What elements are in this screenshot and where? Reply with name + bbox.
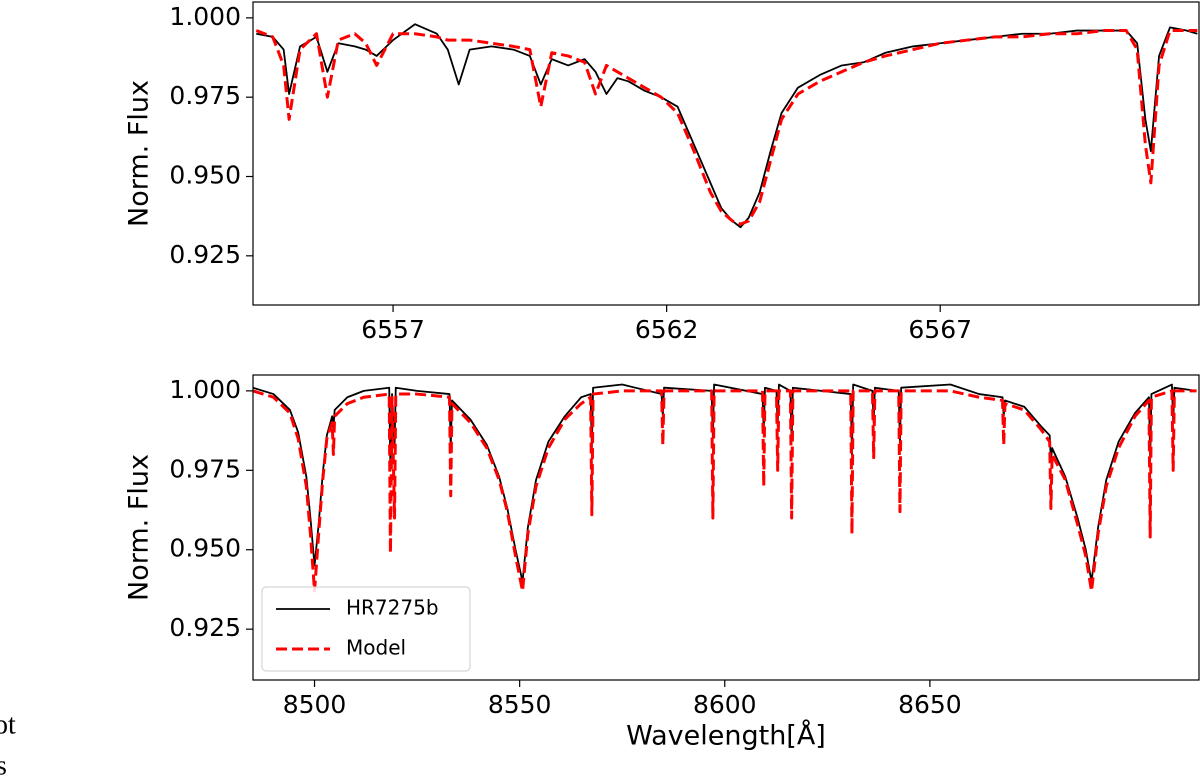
x-tick-label: 8500 — [283, 690, 347, 719]
y-tick-label: 1.000 — [169, 2, 241, 31]
x-tick-label: 6557 — [361, 315, 425, 344]
spectrum-line — [255, 29, 1198, 226]
x-tick-label: 8600 — [693, 690, 757, 719]
y-tick-label: 0.950 — [169, 534, 241, 563]
y-tick-label: 0.950 — [169, 161, 241, 190]
y-axis-label: Norm. Flux — [124, 80, 155, 227]
spectrum-line — [253, 389, 1197, 593]
legend-label: HR7275b — [346, 596, 439, 620]
legend-label: Model — [346, 636, 406, 660]
x-axis-label: Wavelength[Å] — [626, 720, 826, 752]
x-tick-label: 6567 — [908, 315, 972, 344]
y-tick-label: 1.000 — [169, 375, 241, 404]
plot-area — [255, 23, 1198, 229]
x-tick-label: 8650 — [898, 690, 962, 719]
y-tick-label: 0.925 — [169, 613, 241, 642]
plot-area — [253, 383, 1197, 593]
margin-text: s — [0, 750, 7, 781]
axes-frame — [252, 1, 1200, 306]
x-tick-label: 6562 — [635, 315, 699, 344]
y-tick-label: 0.925 — [169, 240, 241, 269]
y-tick-label: 0.975 — [169, 454, 241, 483]
axes-frame — [252, 374, 1200, 681]
spectrum-line — [256, 23, 1198, 229]
x-tick-label: 8550 — [488, 690, 552, 719]
y-axis-label: Norm. Flux — [124, 454, 155, 601]
y-tick-label: 0.975 — [169, 81, 241, 110]
margin-text: ot — [0, 709, 16, 740]
